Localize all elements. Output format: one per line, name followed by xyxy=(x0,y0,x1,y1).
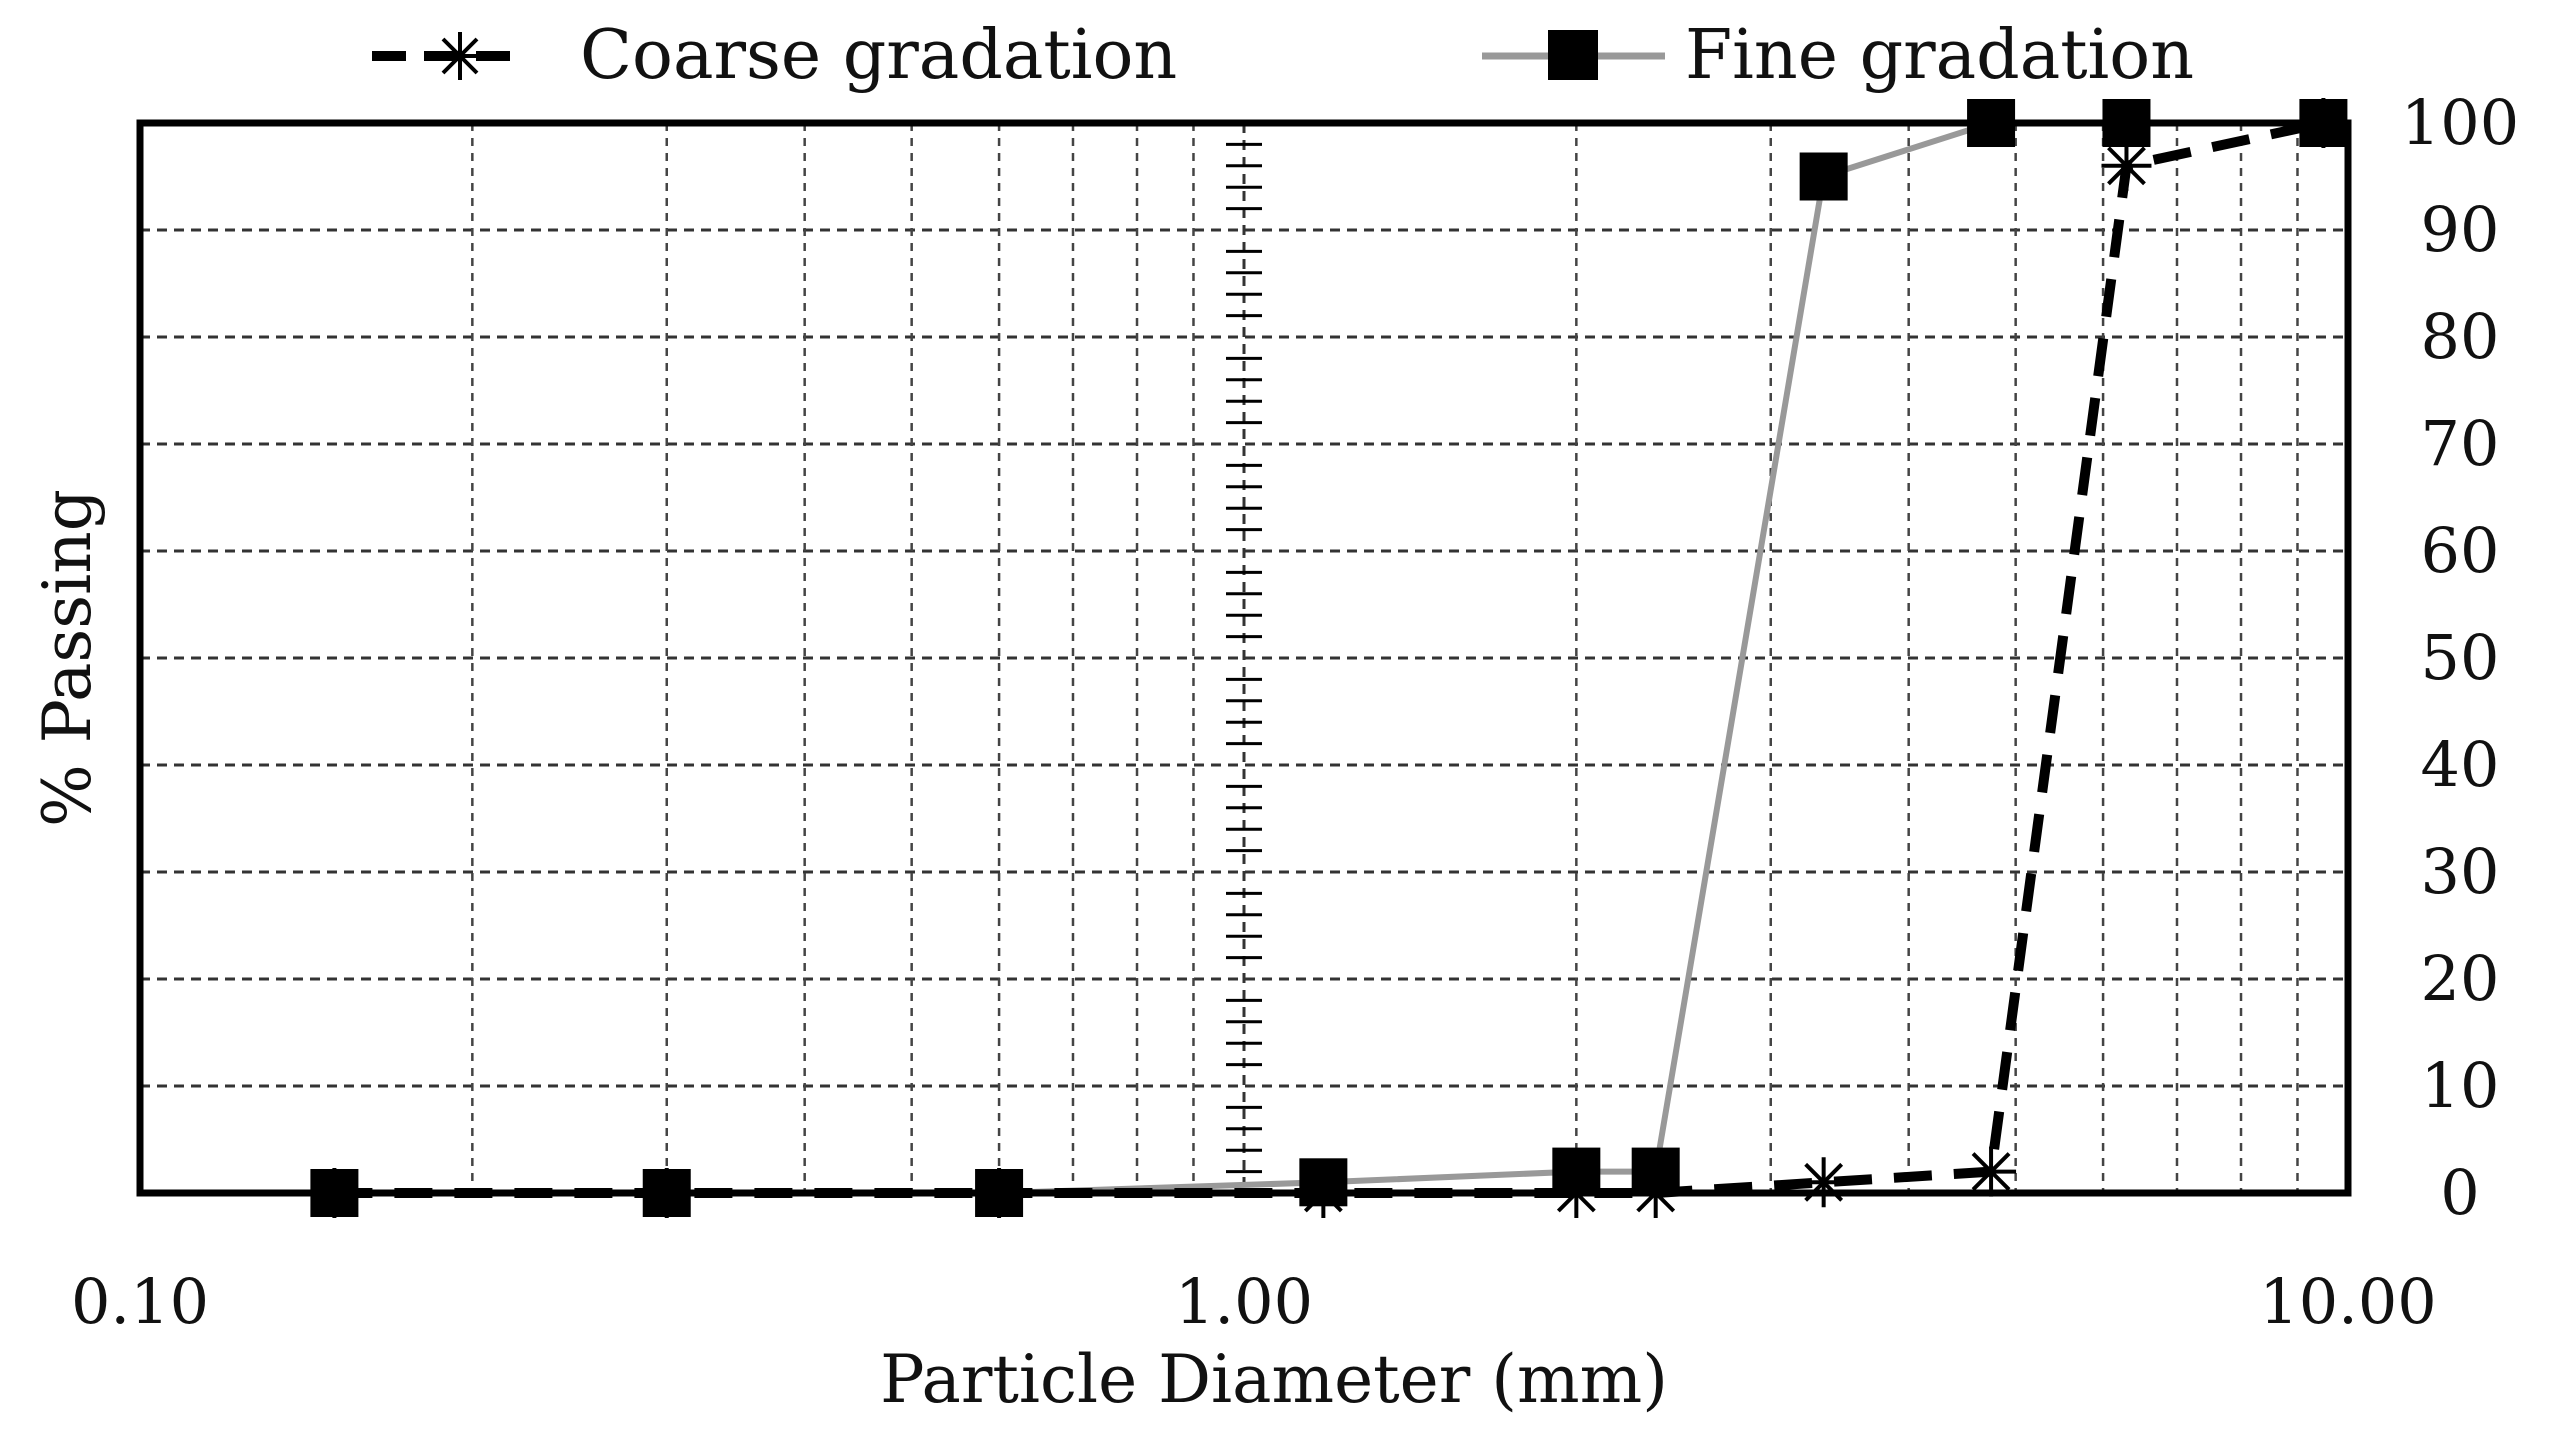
y-tick-label: 10 xyxy=(2421,1049,2500,1122)
x-tick-label: 10.00 xyxy=(2259,1265,2437,1338)
x-tick-labels: 0.10 1.00 10.00 xyxy=(71,1265,2437,1338)
legend-label-fine: Fine gradation xyxy=(1685,16,2194,95)
y-tick-label: 70 xyxy=(2421,407,2500,480)
y-tick-label: 0 xyxy=(2440,1156,2479,1229)
coarse-point-marker xyxy=(2101,140,2152,191)
coarse-point-marker xyxy=(1798,1157,1849,1208)
grid xyxy=(140,123,2348,1193)
y-tick-label: 90 xyxy=(2421,193,2500,266)
y-tick-label: 60 xyxy=(2421,514,2500,587)
y-tick-label: 100 xyxy=(2401,86,2519,159)
legend: Coarse gradation Fine gradation xyxy=(372,16,2194,95)
y-tick-label: 50 xyxy=(2421,621,2500,694)
legend-label-coarse: Coarse gradation xyxy=(580,16,1177,95)
x-tick-label: 1.00 xyxy=(1175,1265,1313,1338)
y-tick-label: 20 xyxy=(2421,942,2500,1015)
y-axis-title: % Passing xyxy=(29,489,106,827)
legend-marker-coarse xyxy=(436,32,484,80)
y-tick-labels: 0 10 20 30 40 50 60 70 80 90 100 xyxy=(2401,86,2519,1229)
legend-item-fine: Fine gradation xyxy=(1482,16,2194,95)
x-tick-label: 0.10 xyxy=(71,1265,209,1338)
plot-area xyxy=(136,119,2352,1197)
series-line-fine xyxy=(334,120,2324,1196)
minor-ticks xyxy=(1226,142,1262,1174)
fine-point-marker xyxy=(1799,152,1848,201)
y-tick-label: 40 xyxy=(2421,728,2500,801)
series-line-coarse xyxy=(334,118,2325,1198)
legend-item-coarse: Coarse gradation xyxy=(372,16,1177,95)
y-tick-label: 80 xyxy=(2421,300,2500,373)
coarse-point-marker xyxy=(1966,1146,2017,1197)
legend-marker-fine xyxy=(1548,30,1598,80)
y-tick-label: 30 xyxy=(2421,835,2500,908)
series-layer xyxy=(309,98,2349,1218)
x-axis-title: Particle Diameter (mm) xyxy=(880,1341,1668,1418)
